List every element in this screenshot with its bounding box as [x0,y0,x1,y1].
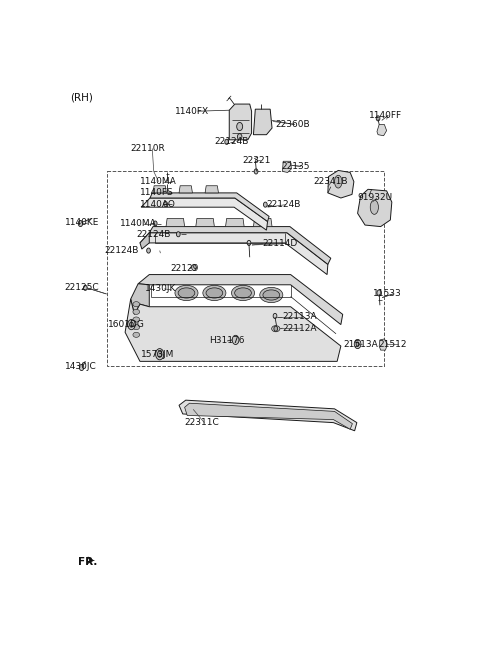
Text: 22129: 22129 [171,264,199,273]
Ellipse shape [263,290,280,300]
Polygon shape [149,227,331,265]
Ellipse shape [133,325,140,330]
Ellipse shape [370,200,378,214]
Circle shape [192,265,196,271]
Polygon shape [377,125,386,136]
Polygon shape [253,109,272,135]
Circle shape [247,241,251,245]
Text: 22311C: 22311C [185,418,219,427]
Text: H31176: H31176 [209,336,244,345]
Text: 22124B: 22124B [136,230,170,239]
Ellipse shape [206,288,223,298]
Polygon shape [166,218,185,227]
Polygon shape [229,104,252,140]
Text: 1573JM: 1573JM [141,349,174,359]
Polygon shape [88,557,94,564]
Circle shape [356,342,359,346]
Text: 22114D: 22114D [263,239,298,249]
Polygon shape [140,233,149,249]
Circle shape [78,221,83,227]
Polygon shape [138,274,343,325]
Ellipse shape [133,309,140,314]
Ellipse shape [235,288,252,298]
Ellipse shape [133,332,140,337]
Text: 22112A: 22112A [282,324,317,333]
Polygon shape [205,186,218,193]
Circle shape [376,116,380,121]
Polygon shape [179,400,357,431]
Text: 1140FS: 1140FS [140,188,174,198]
Circle shape [237,123,243,131]
Circle shape [238,134,242,140]
Text: 91932U: 91932U [358,194,393,202]
Text: 22124B: 22124B [104,246,138,255]
Circle shape [147,248,150,253]
Circle shape [274,326,277,332]
Polygon shape [150,193,269,221]
Circle shape [157,351,162,357]
Text: 1601DG: 1601DG [108,320,145,329]
Text: 1140AO: 1140AO [140,200,176,209]
Circle shape [84,285,87,290]
Ellipse shape [260,287,283,302]
Polygon shape [141,198,267,230]
Text: 22125C: 22125C [64,283,99,292]
Text: 1140MA: 1140MA [140,177,177,186]
Ellipse shape [133,317,140,322]
Circle shape [254,169,258,174]
Text: 22113A: 22113A [282,312,317,322]
Text: 22360B: 22360B [276,120,311,129]
Polygon shape [226,218,244,227]
Text: 1140FF: 1140FF [369,111,402,120]
Polygon shape [328,170,354,198]
Circle shape [232,335,239,345]
Text: 22135: 22135 [281,162,310,171]
Text: (RH): (RH) [71,92,93,102]
Text: 1430JC: 1430JC [64,362,96,371]
Polygon shape [153,186,167,193]
Circle shape [128,320,135,330]
Ellipse shape [335,175,342,188]
Circle shape [154,221,157,226]
Text: 1140MA: 1140MA [120,219,157,228]
Circle shape [177,231,180,237]
Text: 21512: 21512 [378,339,407,349]
Circle shape [377,290,382,296]
Ellipse shape [133,302,140,307]
Polygon shape [140,233,328,274]
Polygon shape [179,186,192,193]
Circle shape [79,365,84,371]
Polygon shape [125,299,341,361]
Ellipse shape [203,285,226,300]
Circle shape [130,322,133,327]
Text: 1140KE: 1140KE [64,218,99,227]
Text: 22124B: 22124B [215,137,249,147]
Circle shape [156,349,164,360]
Text: FR.: FR. [78,557,97,567]
Ellipse shape [231,285,254,300]
Ellipse shape [272,326,280,332]
Text: 1430JK: 1430JK [145,284,176,293]
Text: 22341B: 22341B [313,177,348,186]
Text: 1140FX: 1140FX [175,107,209,116]
Ellipse shape [175,285,198,300]
Polygon shape [358,190,392,227]
Polygon shape [185,403,352,429]
Circle shape [264,202,267,207]
Polygon shape [282,161,291,172]
Text: 22321: 22321 [242,156,271,164]
Text: 22124B: 22124B [266,200,301,209]
Polygon shape [196,218,215,227]
Text: 11533: 11533 [373,290,402,298]
Circle shape [164,202,168,207]
Circle shape [273,314,277,318]
Polygon shape [253,218,272,227]
Circle shape [225,139,228,145]
Circle shape [354,339,361,349]
Ellipse shape [178,288,195,298]
Text: 21513A: 21513A [344,339,378,349]
Polygon shape [379,339,387,350]
Polygon shape [131,284,149,314]
Text: 22110R: 22110R [131,144,166,153]
